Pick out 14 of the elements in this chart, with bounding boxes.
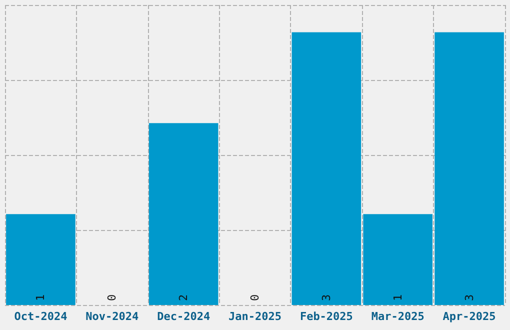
x-tick-label: Oct-2024 [14,310,68,323]
data-label: 0 [248,294,262,301]
data-label: 2 [177,294,190,301]
data-label: 3 [320,294,333,301]
data-label: 0 [106,294,119,301]
x-tick-label: Mar-2025 [371,310,424,323]
x-tick-label: Nov-2024 [86,310,140,323]
x-tick-label: Feb-2025 [300,310,353,323]
data-label: 1 [34,294,48,301]
data-label: 1 [391,294,404,301]
x-tick-label: Apr-2025 [442,310,496,323]
data-label: 3 [462,294,476,301]
x-tick-label: Dec-2024 [157,310,210,323]
x-tick-label: Jan-2025 [228,310,282,323]
